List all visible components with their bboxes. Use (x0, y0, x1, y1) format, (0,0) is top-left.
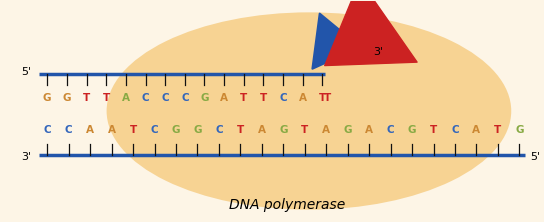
Text: G: G (63, 93, 71, 103)
Text: G: G (408, 125, 416, 135)
Text: A: A (122, 93, 130, 103)
Text: 3': 3' (21, 152, 31, 162)
Text: T: T (240, 93, 248, 103)
Text: T: T (260, 93, 267, 103)
Text: G: G (193, 125, 202, 135)
Text: T: T (301, 125, 308, 135)
Text: A: A (365, 125, 373, 135)
Text: 3': 3' (374, 47, 384, 57)
Text: C: C (451, 125, 459, 135)
Text: A: A (220, 93, 228, 103)
Text: A: A (322, 125, 330, 135)
Text: C: C (387, 125, 394, 135)
Text: T: T (83, 93, 90, 103)
Text: T: T (324, 93, 331, 103)
Text: A: A (299, 93, 307, 103)
Text: G: G (515, 125, 523, 135)
Text: C: C (279, 93, 287, 103)
Text: G: G (279, 125, 288, 135)
Text: C: C (162, 93, 169, 103)
Text: T: T (103, 93, 110, 103)
Text: G: G (172, 125, 180, 135)
Text: T: T (494, 125, 502, 135)
Text: A: A (258, 125, 266, 135)
Text: T: T (237, 125, 244, 135)
Ellipse shape (107, 12, 511, 210)
Text: C: C (141, 93, 150, 103)
Text: DNA polymerase: DNA polymerase (229, 198, 345, 212)
Text: T: T (129, 125, 137, 135)
Text: A: A (472, 125, 480, 135)
Text: C: C (44, 125, 51, 135)
Text: C: C (151, 125, 158, 135)
Text: G: G (43, 93, 52, 103)
Text: T: T (319, 93, 326, 103)
FancyArrowPatch shape (325, 0, 417, 65)
Text: A: A (86, 125, 94, 135)
Text: 5': 5' (530, 152, 540, 162)
Text: G: G (343, 125, 352, 135)
Text: C: C (65, 125, 72, 135)
Text: G: G (200, 93, 209, 103)
Text: T: T (430, 125, 437, 135)
Text: 5': 5' (21, 67, 31, 77)
FancyArrowPatch shape (312, 14, 360, 69)
Text: A: A (108, 125, 116, 135)
Text: C: C (215, 125, 222, 135)
Text: C: C (181, 93, 189, 103)
